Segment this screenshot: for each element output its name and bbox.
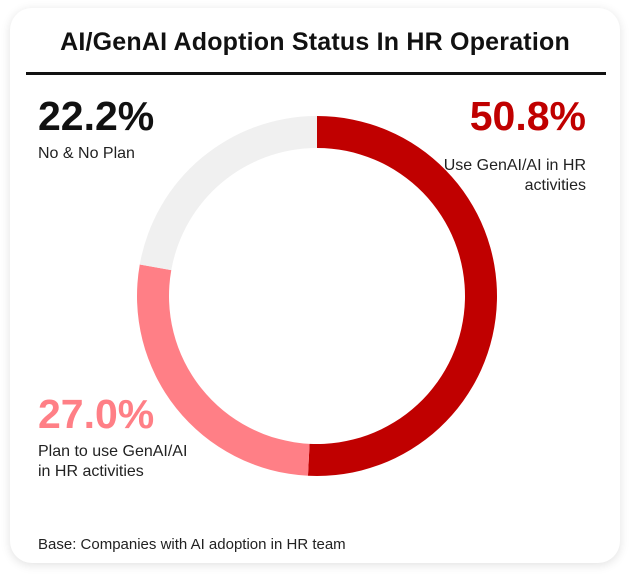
chart-card: AI/GenAI Adoption Status In HR Operation… — [10, 8, 620, 563]
plan-ai-percent: 27.0% — [38, 391, 155, 437]
no-plan-slice — [139, 116, 317, 271]
chart-title: AI/GenAI Adoption Status In HR Operation — [60, 28, 570, 56]
donut-chart — [137, 116, 497, 476]
no-plan-percent: 22.2% — [38, 93, 155, 139]
plan-ai-label: Plan to use GenAI/AI in HR activities — [38, 443, 188, 480]
use-ai-slice — [307, 116, 497, 476]
use-ai-label: Use GenAI/AI in HR activities — [443, 157, 586, 194]
use-ai-percent: 50.8% — [469, 93, 586, 139]
base-note: Base: Companies with AI adoption in HR t… — [38, 536, 346, 553]
no-plan-label: No & No Plan — [38, 145, 135, 162]
plan-ai-slice — [137, 264, 310, 476]
title-divider — [26, 72, 606, 75]
